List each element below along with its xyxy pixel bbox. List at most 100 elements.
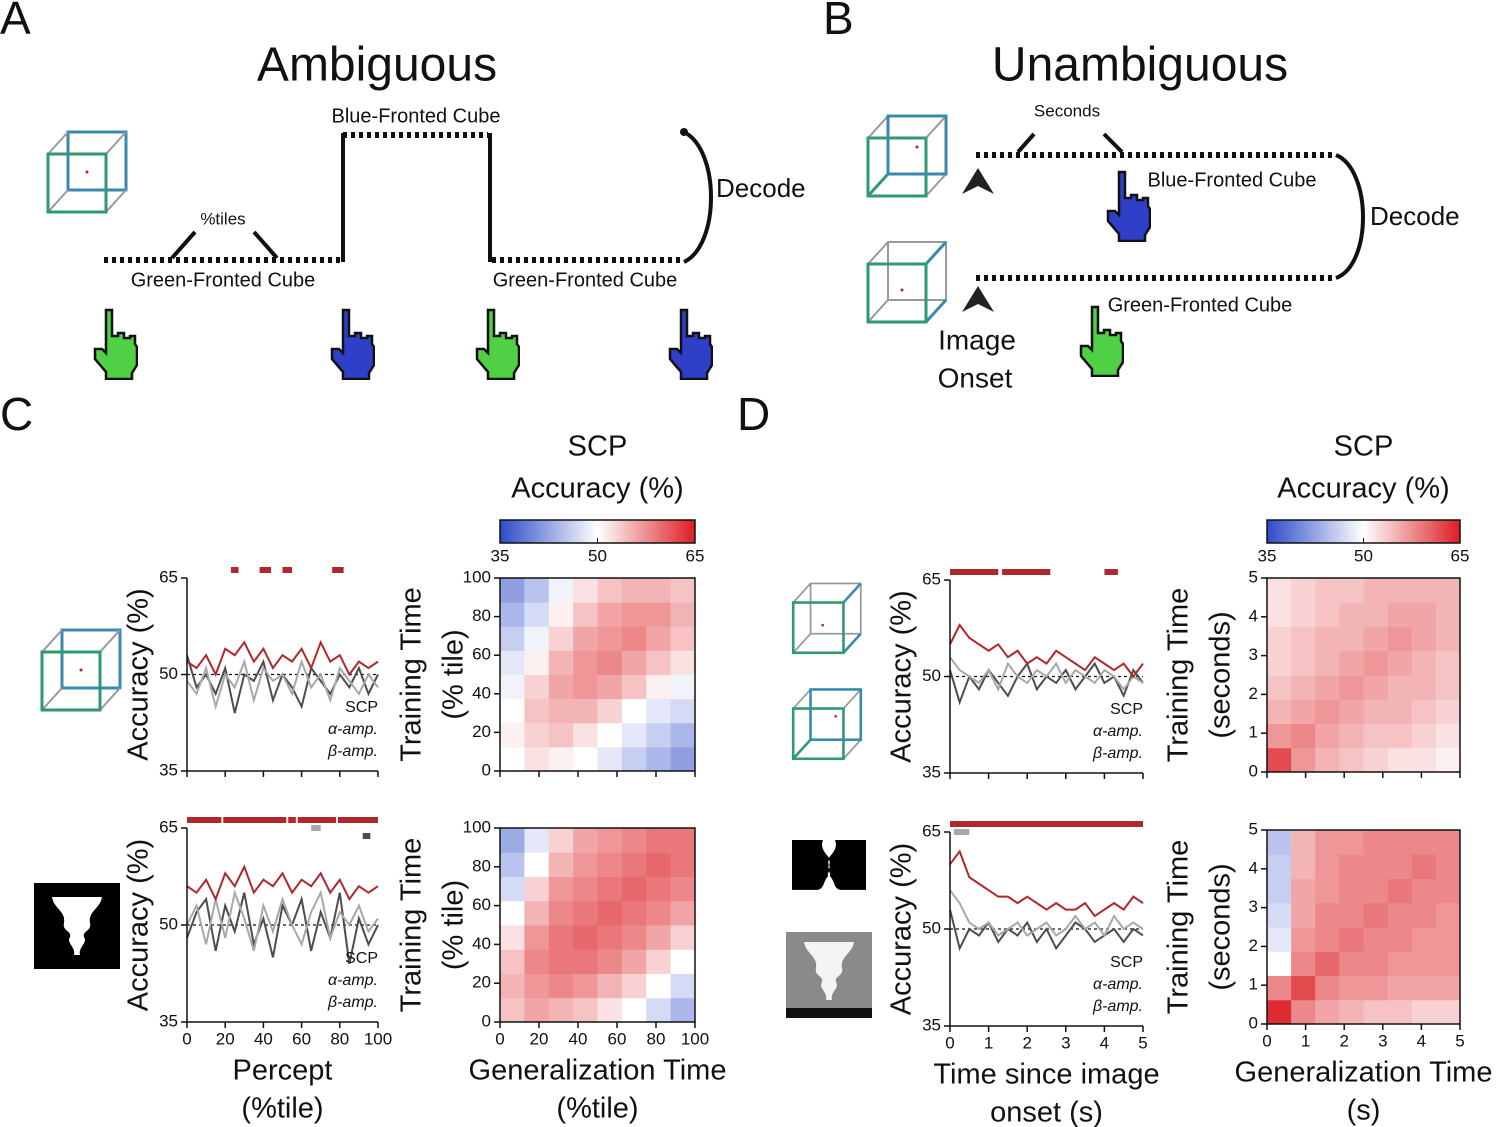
y-tick-label: 65 xyxy=(922,821,941,840)
y-tick-label: 35 xyxy=(159,1011,178,1030)
heatmap-cell xyxy=(597,674,623,700)
x-tick-label: 2 xyxy=(1339,1031,1348,1050)
heatmap-cell xyxy=(670,973,696,999)
y-axis-label: Accuracy (%) xyxy=(886,843,918,1015)
heatmap-cell xyxy=(573,925,598,950)
heatmap-cell xyxy=(646,578,672,603)
annotation: %tiles xyxy=(200,209,245,228)
heatmap-cell xyxy=(1411,878,1437,904)
heatmap-cell xyxy=(1411,723,1437,749)
heatmap-cell xyxy=(1411,578,1437,603)
x-axis-label: Generalization Time xyxy=(469,1055,727,1087)
series-line xyxy=(186,889,379,952)
x-tick-label: 4 xyxy=(1100,1033,1109,1052)
heatmap-cell xyxy=(670,828,696,853)
significance-bar xyxy=(332,567,344,573)
heatmap-cell xyxy=(670,852,696,877)
heatmap-cell xyxy=(646,900,672,926)
y-tick-label: 2 xyxy=(1249,936,1258,955)
heatmap-cell xyxy=(1267,830,1292,855)
x-tick-label: 80 xyxy=(647,1029,666,1048)
heatmap-cell xyxy=(646,674,672,700)
significance-bar xyxy=(223,817,287,823)
legend-label: α-amp. xyxy=(1093,723,1143,740)
series-line xyxy=(186,639,379,678)
y-tick-label: 100 xyxy=(463,817,491,836)
legend-label: SCP xyxy=(345,950,378,967)
x-tick-label: 0 xyxy=(495,1029,504,1048)
legend-label: β-amp. xyxy=(1092,998,1143,1015)
x-tick-label: 0 xyxy=(182,1029,191,1048)
heatmap-cell xyxy=(500,698,525,724)
annotation: Green-Fronted Cube xyxy=(131,269,316,291)
annotation: Green-Fronted Cube xyxy=(493,269,678,291)
x-axis-label: Percept xyxy=(233,1055,333,1087)
heatmap-cell xyxy=(524,746,550,772)
heatmap-cell xyxy=(1267,927,1292,952)
heatmap-cell xyxy=(500,650,525,675)
y-axis-label: Accuracy (%) xyxy=(886,590,918,762)
heatmap-cell xyxy=(1339,650,1364,676)
legend-label: SCP xyxy=(345,699,378,716)
x-tick-label: 3 xyxy=(1378,1031,1387,1050)
heatmap-cell xyxy=(573,949,598,974)
heatmap-cell xyxy=(1411,902,1437,928)
heatmap-cell xyxy=(500,578,525,603)
significance-bar xyxy=(950,821,1143,827)
significance-bar xyxy=(950,569,999,575)
heatmap-cell xyxy=(670,602,696,627)
heatmap-cell xyxy=(1267,951,1292,976)
panel-label: D xyxy=(737,388,770,440)
y-tick-label: 4 xyxy=(1249,858,1258,877)
heatmap-cell xyxy=(1387,723,1413,749)
heatmap-cell xyxy=(500,973,525,999)
x-tick-label: 60 xyxy=(292,1029,311,1048)
heatmap-cell xyxy=(597,746,623,772)
x-tick-label: 100 xyxy=(364,1029,392,1048)
y-tick-label: 0 xyxy=(482,760,491,779)
significance-bar xyxy=(259,567,272,573)
stimulus-icon xyxy=(791,688,863,761)
heatmap-cell xyxy=(1267,602,1292,627)
heatmap-cell xyxy=(1291,951,1316,976)
heatmap-cell xyxy=(597,722,623,748)
heatmap-cell xyxy=(573,698,598,724)
heatmap-cell xyxy=(597,828,623,853)
heatmap-cell xyxy=(524,852,550,877)
heatmap-cell xyxy=(548,674,574,700)
heatmap-cell xyxy=(1291,902,1316,928)
heatmap-cell xyxy=(1339,878,1364,904)
heatmap-cell xyxy=(524,650,550,675)
heatmap-cell xyxy=(646,602,672,627)
heatmap-cell xyxy=(621,973,647,999)
significance-bar xyxy=(187,817,222,823)
heatmap-cell xyxy=(1267,975,1292,1001)
x-tick-label: 20 xyxy=(530,1029,549,1048)
heatmap-cell xyxy=(1291,927,1316,952)
heatmap-cell xyxy=(621,746,647,772)
trial-trace xyxy=(962,132,1365,312)
stimulus-icon xyxy=(791,582,863,655)
x-tick-label: 1 xyxy=(984,1033,993,1052)
legend-label: β-amp. xyxy=(327,743,378,760)
heatmap-cell xyxy=(621,650,647,675)
heatmap-cell xyxy=(1435,830,1461,855)
y-axis-label: (seconds) xyxy=(1205,863,1237,990)
diagram-title: Ambiguous xyxy=(257,39,497,92)
x-tick-label: 4 xyxy=(1417,1031,1426,1050)
heatmap-cell xyxy=(1387,747,1413,773)
y-tick-label: 100 xyxy=(463,567,491,586)
heatmap-cell xyxy=(1435,626,1461,652)
annotation: Onset xyxy=(938,362,1013,393)
significance-bar xyxy=(311,825,321,831)
annotation: Blue-Fronted Cube xyxy=(1148,169,1317,191)
heatmap-cell xyxy=(524,578,550,603)
series-line xyxy=(186,864,379,902)
heatmap-cell xyxy=(1411,854,1437,879)
heatmap-cell xyxy=(621,602,647,627)
heatmap-cell xyxy=(1267,699,1292,724)
hand-icon xyxy=(1079,305,1124,377)
annotation: Decode xyxy=(716,173,806,203)
heatmap-cell xyxy=(573,997,598,1023)
heatmap-cell xyxy=(500,602,525,627)
